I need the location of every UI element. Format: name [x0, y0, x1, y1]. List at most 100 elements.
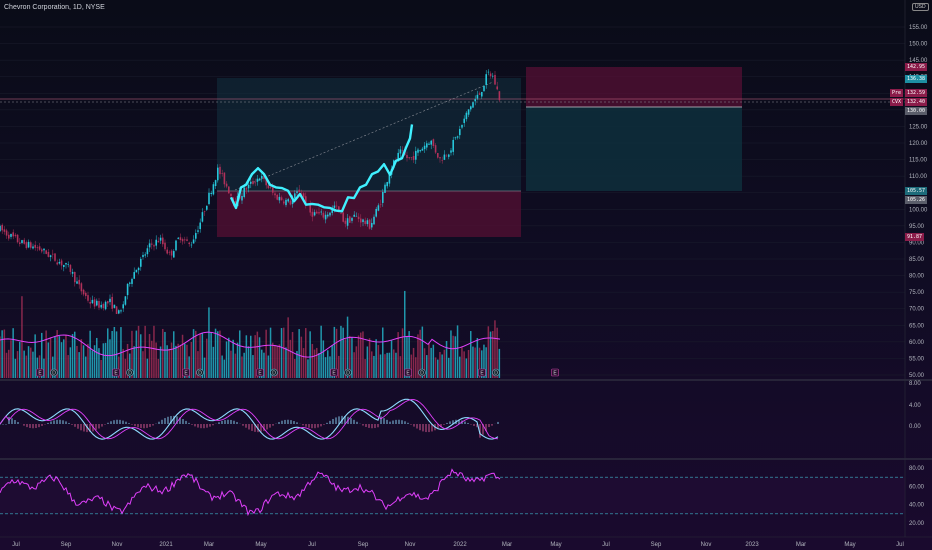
volume-bar — [100, 359, 102, 378]
event-marker[interactable]: D — [196, 368, 204, 377]
macd-histogram-bar — [83, 424, 85, 432]
macd-histogram-bar — [137, 424, 139, 428]
volume-bar — [58, 336, 61, 378]
price-axis[interactable]: 155.00150.00145.00140.00135.00130.00125.… — [909, 25, 928, 527]
event-marker[interactable]: E — [404, 368, 412, 377]
volume-bar — [289, 339, 292, 378]
macd-histogram-bar — [74, 424, 76, 427]
candle-body — [63, 264, 65, 267]
volume-bar — [492, 331, 494, 378]
event-marker[interactable]: D — [492, 368, 500, 377]
volume-bar — [8, 349, 10, 378]
event-marker[interactable]: D — [50, 368, 58, 377]
macd-histogram-bar — [95, 424, 97, 431]
candle-body — [454, 137, 457, 139]
macd-histogram-bar — [338, 416, 340, 424]
candle-body — [487, 71, 490, 73]
macd-line — [0, 398, 499, 440]
macd-histogram-bar — [110, 421, 112, 424]
volume-bars — [0, 290, 501, 378]
chart-title[interactable]: Chevron Corporation, 1D, NYSE — [4, 4, 105, 11]
candle-body — [445, 155, 448, 157]
macd-histogram-bar — [170, 416, 172, 424]
event-marker[interactable]: D — [418, 368, 426, 377]
volume-bar — [287, 317, 289, 378]
event-marker[interactable]: E — [551, 368, 559, 377]
event-marker[interactable]: E — [330, 368, 338, 377]
candle-body — [426, 143, 428, 148]
macd-histogram-bar — [317, 424, 319, 428]
candle-body — [472, 102, 474, 108]
macd-histogram-bar — [452, 420, 454, 424]
volume-bar — [214, 328, 217, 378]
volume-bar — [335, 328, 338, 378]
event-marker[interactable]: D — [270, 368, 278, 377]
candle-body — [170, 250, 173, 256]
macd-histogram-bar — [119, 419, 121, 424]
volume-bar — [461, 347, 463, 378]
volume-bar — [133, 346, 135, 378]
candle-body — [478, 93, 481, 95]
volume-bar — [0, 336, 1, 378]
volume-bar — [118, 356, 120, 378]
candle-body — [74, 271, 76, 283]
event-marker[interactable]: E — [182, 368, 190, 377]
cvx-price-badge: 132.40 — [905, 98, 928, 106]
volume-bar — [459, 356, 461, 378]
volume-bar — [1, 330, 3, 378]
volume-bar — [170, 342, 173, 378]
volume-bar — [448, 357, 450, 378]
candle-body — [52, 253, 54, 255]
candle-body — [142, 254, 144, 258]
event-marker[interactable]: D — [126, 368, 134, 377]
volume-bar — [179, 344, 182, 378]
currency-badge[interactable]: USD — [912, 3, 929, 11]
macd-histogram-bar — [113, 420, 115, 424]
candle-body — [269, 187, 272, 189]
candle-body — [184, 239, 186, 241]
candle-body — [278, 196, 281, 201]
target-zone-right — [526, 107, 742, 191]
volume-bar — [379, 354, 382, 378]
volume-bar — [247, 346, 250, 378]
candle-body — [247, 184, 250, 189]
earnings-marker-icon — [551, 368, 559, 377]
volume-bar — [25, 355, 28, 378]
macd-histogram-bar — [407, 422, 409, 424]
time-tick-label: Sep — [61, 542, 72, 548]
time-axis[interactable]: Jul Sep Nov 2021 Mar May Jul Sep Nov 2022 Mar May Ju… — [0, 536, 932, 548]
time-tick-label: Sep — [358, 542, 369, 548]
candle-body — [366, 220, 369, 225]
macd-histogram-bar — [47, 422, 49, 424]
candle-body — [459, 129, 461, 136]
candle-body — [302, 193, 305, 198]
candle-body — [346, 218, 349, 226]
event-marker-label: E — [114, 371, 118, 377]
event-marker[interactable]: E — [112, 368, 120, 377]
candle-body — [140, 258, 142, 267]
earnings-marker-icon — [404, 368, 412, 377]
macd-histogram-bar — [29, 424, 31, 428]
macd-histogram-bar — [380, 416, 382, 424]
event-marker[interactable]: D — [344, 368, 352, 377]
event-marker[interactable]: E — [36, 368, 44, 377]
candle-body — [379, 203, 382, 205]
candle-body — [168, 251, 171, 253]
volume-bar — [87, 343, 89, 378]
candle-body — [470, 106, 472, 110]
macd-histogram-bar — [389, 421, 391, 424]
macd-pane — [0, 398, 499, 440]
macd-histogram-bar — [41, 424, 43, 426]
candle-body — [364, 220, 366, 224]
volume-bar — [122, 348, 124, 378]
candle-body — [153, 245, 155, 247]
candle-body — [206, 205, 208, 210]
volume-bar — [148, 334, 151, 378]
candle-body — [327, 214, 329, 217]
event-marker[interactable]: E — [256, 368, 264, 377]
volume-bar — [487, 326, 490, 378]
position-zones[interactable] — [0, 67, 905, 237]
event-marker[interactable]: E — [478, 368, 486, 377]
